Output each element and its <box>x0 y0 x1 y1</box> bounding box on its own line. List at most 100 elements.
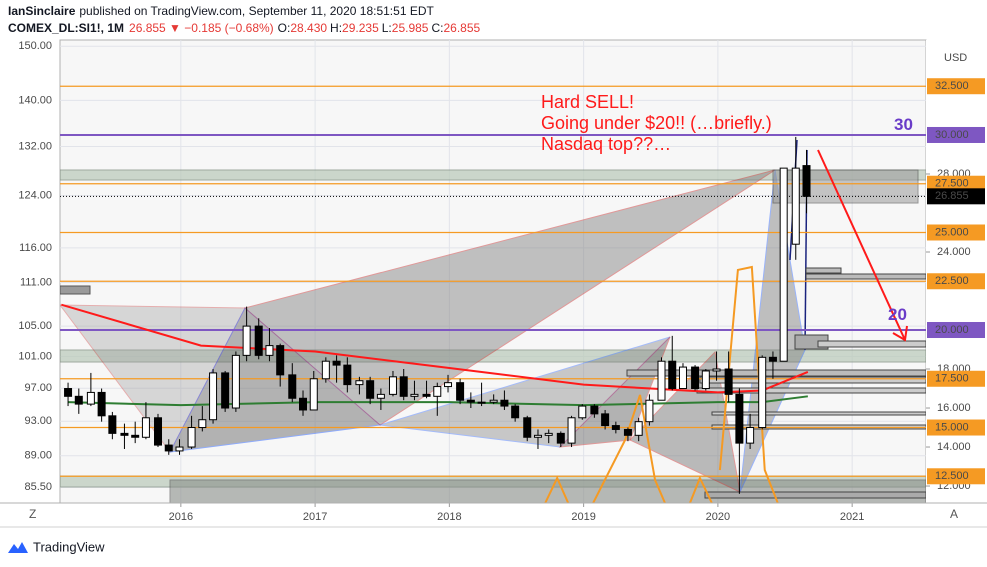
y2-tick-label: 85.50 <box>24 481 52 493</box>
candle-body <box>74 395 83 405</box>
series <box>60 85 926 503</box>
candle-body <box>299 397 308 411</box>
level-badge <box>927 175 985 192</box>
candle-body <box>376 393 385 399</box>
pattern <box>379 336 671 448</box>
candle-body <box>768 356 777 362</box>
candle-body <box>399 376 408 397</box>
candle-body <box>601 413 610 427</box>
level-label: 15.000 <box>935 421 969 433</box>
candle-body <box>567 417 576 444</box>
ohlc-label: C: <box>431 21 443 35</box>
band <box>60 169 926 181</box>
change: 26.855 ▼ −0.185 (−0.68%) <box>129 21 274 35</box>
candle-body <box>388 376 397 395</box>
ohlc-label: O: <box>278 21 291 35</box>
candle-body <box>120 432 129 436</box>
level-label: 22.500 <box>935 275 969 287</box>
y2-tick-label: 97.00 <box>24 382 52 394</box>
candle-body <box>544 432 553 436</box>
symbol-line: COMEX_DL:SI1!, 1M 26.855 ▼ −0.185 (−0.68%… <box>8 21 480 35</box>
candle-body <box>533 434 542 438</box>
x-tick-label: 2019 <box>571 511 595 523</box>
box <box>704 491 926 499</box>
level-note: 30 <box>894 115 913 134</box>
ohlc-value: 29.235 <box>342 21 379 35</box>
overlay-line <box>592 394 666 503</box>
candle-body <box>444 382 453 388</box>
level-badge <box>927 322 985 339</box>
level-label: 17.500 <box>935 373 969 385</box>
candle-body <box>500 399 509 407</box>
candle-body <box>678 366 687 390</box>
candle-body <box>489 399 498 403</box>
candle-body <box>321 360 330 380</box>
candle-body <box>265 345 274 356</box>
level-label: 12.500 <box>935 470 969 482</box>
ohlc-value: 25.985 <box>392 21 429 35</box>
annotation: Going under $20!! (…briefly.) <box>541 113 772 133</box>
candle-body <box>254 325 263 356</box>
last-price-badge <box>927 188 985 205</box>
level-badge <box>927 78 985 95</box>
axes: 2016 2017 2018 2019 2020 2021 150.00 140.00 132.… <box>18 40 985 523</box>
candle-body <box>288 374 297 399</box>
overlay-line <box>544 475 570 503</box>
candle-body <box>668 360 677 390</box>
candle-body <box>657 360 666 401</box>
candle-body <box>556 432 565 444</box>
y2-tick-label: 105.00 <box>18 320 52 332</box>
candle-body <box>645 399 654 423</box>
candle-body <box>355 380 364 386</box>
candle-body <box>198 419 207 429</box>
author: IanSinclaire <box>8 4 76 18</box>
candle-body <box>343 364 352 386</box>
candle-body <box>231 354 240 409</box>
box <box>805 273 926 280</box>
candle-body <box>578 405 587 419</box>
candle-body <box>131 434 140 438</box>
candle-body <box>466 399 475 403</box>
candle-body <box>64 388 73 397</box>
symbol: COMEX_DL:SI1!, 1M <box>8 21 124 35</box>
candle-body <box>623 428 632 436</box>
candle-body <box>309 378 318 411</box>
auto-scale-button[interactable]: A <box>950 507 958 521</box>
y-tick-label: 14.000 <box>937 441 971 453</box>
header-line: IanSinclaire published on TradingView.com… <box>8 4 434 18</box>
level-label: 30.000 <box>935 129 969 141</box>
ohlc-value: 28.430 <box>290 21 327 35</box>
pattern <box>169 307 382 453</box>
candle-body <box>590 405 599 415</box>
candle-body <box>187 427 196 448</box>
pattern <box>629 350 741 493</box>
brand: TradingView <box>33 539 105 554</box>
x-tick-label: 2018 <box>437 511 461 523</box>
box <box>699 376 926 384</box>
y2-tick-label: 124.00 <box>18 189 52 201</box>
level-badge <box>927 273 985 290</box>
candle-body <box>735 393 744 444</box>
level-badge <box>927 224 985 241</box>
pattern <box>243 169 776 426</box>
level-note: 20 <box>888 305 907 324</box>
candle-body <box>758 356 767 429</box>
level-label: 32.500 <box>935 80 969 92</box>
candle-body <box>366 380 375 399</box>
last-price-label: 26.855 <box>935 190 969 202</box>
y2-tick-label: 101.00 <box>18 350 52 362</box>
arrow-line <box>817 149 906 341</box>
box <box>626 369 926 377</box>
candle-body <box>523 417 532 438</box>
y2-tick-label: 140.00 <box>18 94 52 106</box>
y2-tick-label: 111.00 <box>20 276 52 288</box>
auto-scale-button[interactable]: Z <box>29 507 36 521</box>
level-label: 20.000 <box>935 324 969 336</box>
candle-body <box>779 167 788 362</box>
candle-body <box>802 165 811 197</box>
level-badge <box>927 419 985 436</box>
box <box>817 340 926 348</box>
y2-tick-label: 132.00 <box>18 140 52 152</box>
y2-tick-label: 93.00 <box>24 415 52 427</box>
x-tick-label: 2017 <box>303 511 327 523</box>
